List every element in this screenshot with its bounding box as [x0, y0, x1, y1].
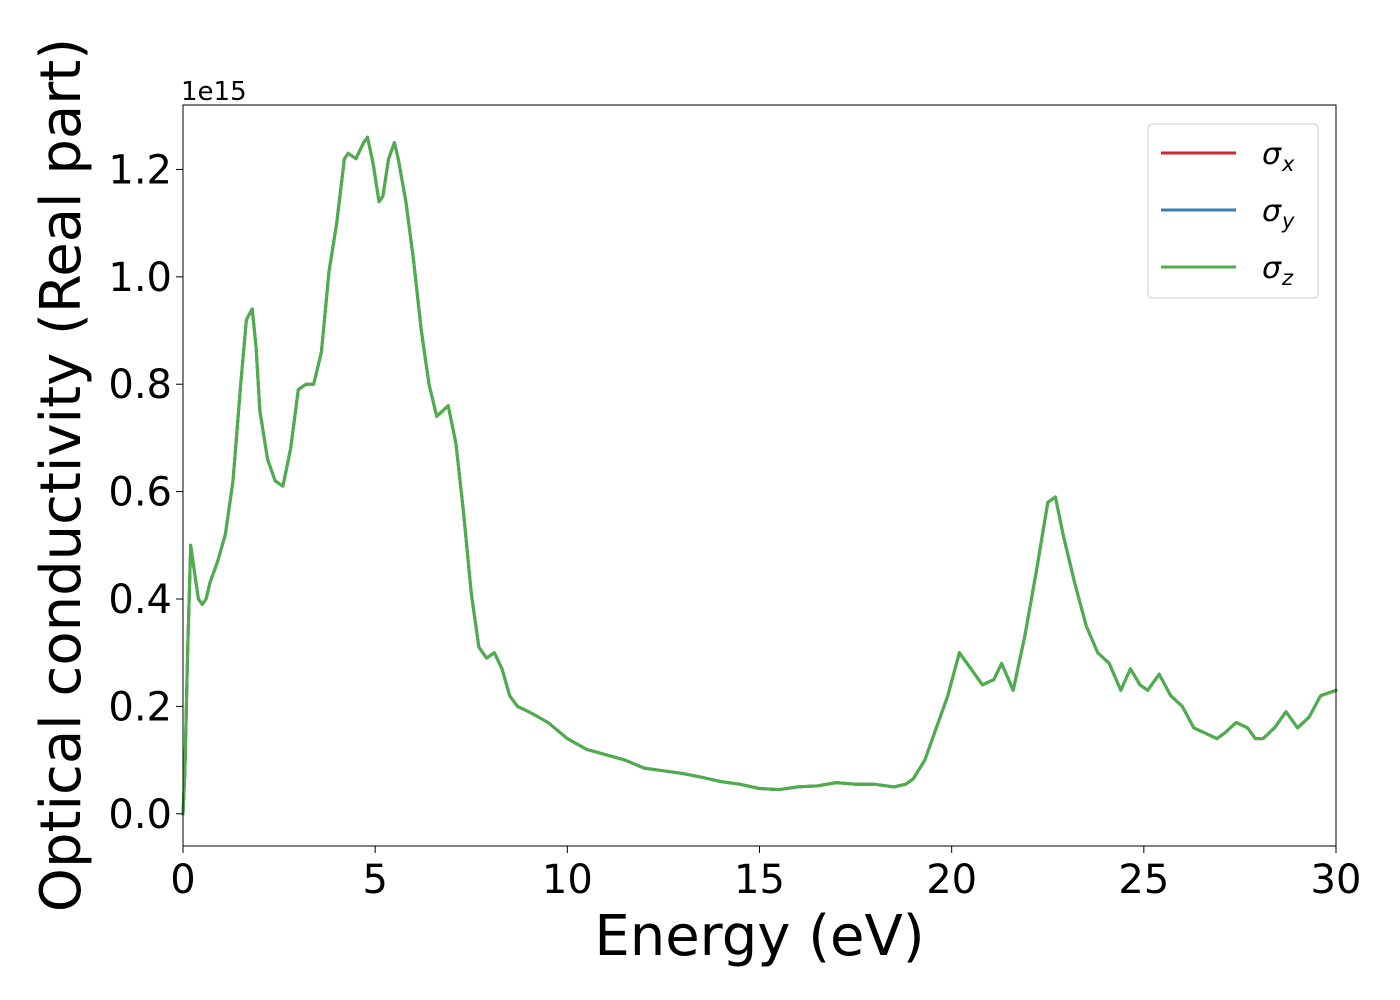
- y-tick-label: 0.8: [108, 362, 172, 408]
- x-tick-label: 25: [1118, 857, 1169, 903]
- x-tick-label: 20: [926, 857, 977, 903]
- x-tick-label: 10: [542, 857, 593, 903]
- series-layer: [181, 135, 1338, 816]
- x-tick-label: 15: [734, 857, 785, 903]
- y-tick-label: 1.2: [108, 147, 172, 193]
- y-tick-label: 0.0: [108, 792, 172, 838]
- y-tick-label: 0.2: [108, 684, 172, 730]
- y-offset-label: 1e15: [181, 77, 247, 107]
- x-axis: 0 5 10 15 20 25 30: [170, 846, 1361, 903]
- series-line-z: [181, 135, 1338, 816]
- y-tick-label: 0.4: [108, 577, 172, 623]
- x-axis-label: Energy (eV): [594, 904, 924, 969]
- y-tick-label: 0.6: [108, 470, 172, 516]
- y-axis-label: Optical conductivity (Real part): [29, 38, 94, 912]
- x-tick-label: 0: [170, 857, 195, 903]
- y-tick-label: 1.0: [108, 255, 172, 301]
- y-axis: 0.0 0.2 0.4 0.6 0.8 1.0 1.2: [108, 147, 183, 838]
- x-tick-label: 30: [1311, 857, 1362, 903]
- x-tick-label: 5: [362, 857, 387, 903]
